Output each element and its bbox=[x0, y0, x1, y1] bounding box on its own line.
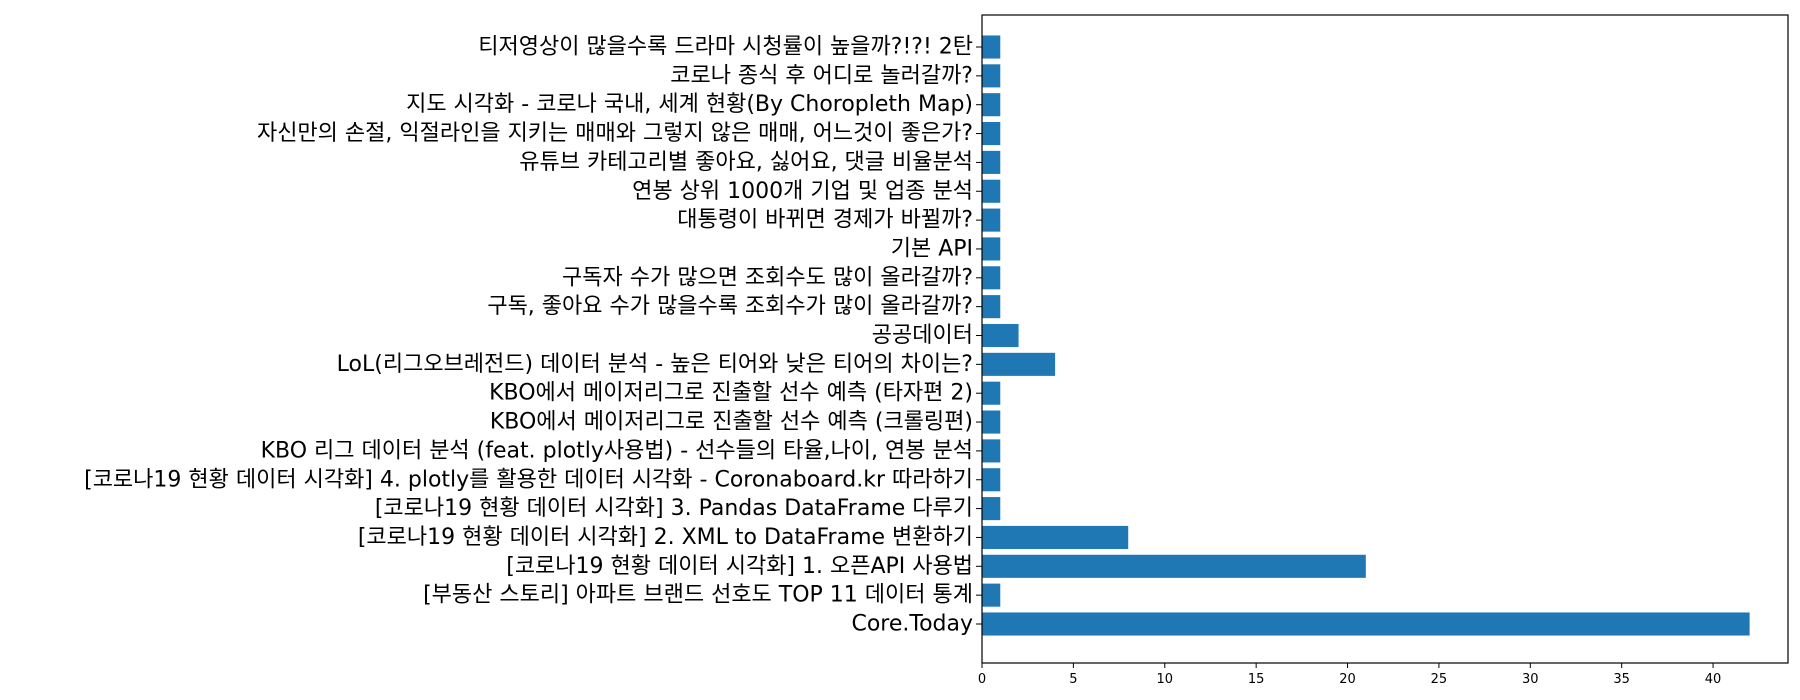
bar bbox=[982, 295, 1001, 319]
y-tick-label: 대통령이 바뀌면 경제가 바뀔까? bbox=[677, 208, 973, 233]
y-tick-label: [코로나19 현황 데이터 시각화] 1. 오픈API 사용법 bbox=[506, 554, 973, 579]
bar bbox=[982, 612, 1750, 636]
bars-layer bbox=[982, 35, 1750, 636]
bar bbox=[982, 150, 1001, 174]
y-tick-label: 공공데이터 bbox=[872, 323, 973, 348]
bar bbox=[982, 122, 1001, 146]
bar bbox=[982, 323, 1019, 348]
bar bbox=[982, 35, 1001, 59]
x-tick-label: 35 bbox=[1613, 672, 1630, 687]
x-tick-label: 5 bbox=[1069, 672, 1077, 687]
y-tick-label: 티저영상이 많을수록 드라마 시청률이 높을까?!?! 2탄 bbox=[478, 35, 973, 60]
bar bbox=[982, 381, 1001, 405]
bar bbox=[982, 583, 1001, 607]
y-tick-label: KBO 리그 데이터 분석 (feat. plotly사용법) - 선수들의 타… bbox=[261, 438, 973, 463]
y-tick-label: Core.Today bbox=[851, 612, 973, 637]
bar bbox=[982, 64, 1001, 88]
x-tick-label: 0 bbox=[978, 672, 986, 687]
bar bbox=[982, 179, 1001, 203]
y-tick-label: 자신만의 손절, 익절라인을 지키는 매매와 그렇지 않은 매매, 어느것이 좋… bbox=[257, 121, 973, 146]
x-axis: 0 5 10 15 20 25 30 35 40 bbox=[978, 663, 1721, 687]
bar bbox=[982, 266, 1001, 290]
bar bbox=[982, 554, 1366, 578]
bar bbox=[982, 93, 1001, 117]
bar bbox=[982, 208, 1001, 232]
bar bbox=[982, 525, 1129, 549]
y-tick-label: [코로나19 현황 데이터 시각화] 2. XML to DataFrame 변… bbox=[358, 525, 973, 550]
bar bbox=[982, 439, 1001, 463]
y-tick-label: 유튜브 카테고리별 좋아요, 싫어요, 댓글 비율분석 bbox=[519, 150, 973, 175]
bar bbox=[982, 410, 1001, 434]
x-tick-label: 25 bbox=[1431, 672, 1448, 687]
bar bbox=[982, 237, 1001, 261]
bar bbox=[982, 352, 1056, 376]
y-tick-label: [코로나19 현황 데이터 시각화] 3. Pandas DataFrame 다… bbox=[375, 496, 973, 521]
x-tick-label: 10 bbox=[1156, 672, 1173, 687]
x-tick-label: 30 bbox=[1522, 672, 1539, 687]
y-tick-label: LoL(리그오브레전드) 데이터 분석 - 높은 티어와 낮은 티어의 차이는? bbox=[337, 352, 973, 377]
y-tick-label: 구독, 좋아요 수가 많을수록 조회수가 많이 올라갈까? bbox=[487, 294, 973, 319]
bar bbox=[982, 468, 1001, 492]
x-tick-label: 40 bbox=[1705, 672, 1722, 687]
y-tick-label: 코로나 종식 후 어디로 놀러갈까? bbox=[670, 63, 973, 88]
y-tick-label: KBO에서 메이저리그로 진출할 선수 예측 (타자편 2) bbox=[489, 381, 973, 406]
y-tick-label: 기본 API bbox=[891, 236, 973, 261]
bar bbox=[982, 497, 1001, 521]
y-tick-label: 구독자 수가 많으면 조회수도 많이 올라갈까? bbox=[562, 265, 973, 290]
y-tick-label: KBO에서 메이저리그로 진출할 선수 예측 (크롤링편) bbox=[490, 410, 973, 435]
x-tick-label: 15 bbox=[1248, 672, 1265, 687]
y-tick-label: 지도 시각화 - 코로나 국내, 세계 현황(By Choropleth Map… bbox=[406, 92, 973, 117]
y-tick-label: [코로나19 현황 데이터 시각화] 4. plotly를 활용한 데이터 시각… bbox=[84, 467, 973, 492]
y-tick-label: 연봉 상위 1000개 기업 및 업종 분석 bbox=[632, 179, 973, 204]
plot-frame bbox=[981, 14, 1789, 664]
x-tick-label: 20 bbox=[1339, 672, 1356, 687]
y-axis: Core.Today [부동산 스토리] 아파트 브랜드 선호도 TOP 11 데… bbox=[84, 35, 982, 637]
y-tick-label: [부동산 스토리] 아파트 브랜드 선호도 TOP 11 데이터 통계 bbox=[423, 583, 973, 608]
